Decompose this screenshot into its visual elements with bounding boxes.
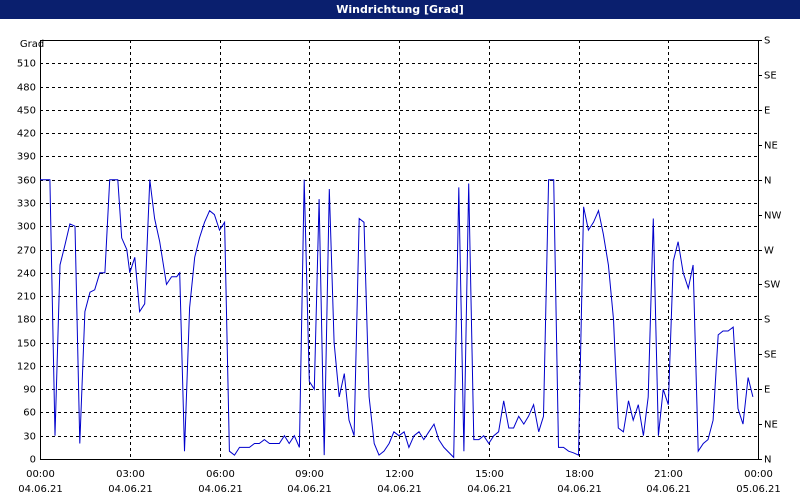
y2-tick-label: S [764, 315, 770, 326]
x-tick-label: 03:00 [116, 469, 145, 480]
y-tick-label: 120 [17, 362, 36, 373]
x-tick-label: 15:00 [475, 469, 504, 480]
x-tick-label: 18:00 [565, 469, 594, 480]
x-tick-date: 04.06.21 [18, 484, 63, 495]
y-axis-label: Grad [20, 39, 44, 50]
y-tick-label: 330 [17, 199, 36, 210]
x-tick-date: 04.06.21 [467, 484, 512, 495]
y2-tick-label: NW [764, 211, 781, 222]
y-tick-label: 210 [17, 292, 36, 303]
y2-tick-label: NE [764, 141, 778, 152]
y-tick-label: 60 [23, 408, 36, 419]
x-tick-date: 04.06.21 [108, 484, 153, 495]
y2-tick-label: S [764, 36, 770, 47]
x-tick-date: 04.06.21 [557, 484, 602, 495]
y2-tick-label: SW [764, 280, 780, 291]
y2-tick-label: N [764, 176, 771, 187]
y2-tick-label: W [764, 246, 774, 257]
plot-frame [40, 40, 759, 460]
y2-tick-label: E [764, 385, 770, 396]
y-tick-label: 450 [17, 106, 36, 117]
x-tick-date: 04.06.21 [198, 484, 243, 495]
x-tick-date: 05.06.21 [736, 484, 781, 495]
x-tick-date: 04.06.21 [287, 484, 332, 495]
y-tick-label: 30 [23, 432, 36, 443]
chart-title: Windrichtung [Grad] [336, 3, 464, 16]
x-tick-label: 00:00 [26, 469, 55, 480]
y-tick-label: 270 [17, 246, 36, 257]
x-tick-label: 09:00 [295, 469, 324, 480]
y-tick-label: 300 [17, 222, 36, 233]
y2-tick-label: E [764, 106, 770, 117]
y-tick-label: 240 [17, 269, 36, 280]
data-line [40, 179, 754, 459]
y2-tick-label: NE [764, 420, 778, 431]
x-tick-label: 06:00 [206, 469, 235, 480]
y-tick-label: 360 [17, 176, 36, 187]
x-tick-label: 21:00 [654, 469, 683, 480]
y-tick-label: 390 [17, 152, 36, 163]
y-tick-label: 150 [17, 339, 36, 350]
y2-tick-label: SE [764, 71, 777, 82]
x-tick-label: 12:00 [385, 469, 414, 480]
y-tick-label: 480 [17, 83, 36, 94]
y-tick-label: 0 [30, 455, 36, 466]
y-tick-label: 510 [17, 59, 36, 70]
y-tick-label: 180 [17, 315, 36, 326]
y-tick-label: 420 [17, 129, 36, 140]
y2-tick-label: SE [764, 350, 777, 361]
x-tick-label: 00:00 [744, 469, 773, 480]
title-bar [0, 0, 800, 19]
x-tick-date: 04.06.21 [646, 484, 691, 495]
x-tick-date: 04.06.21 [377, 484, 422, 495]
y-tick-label: 90 [23, 385, 36, 396]
y2-tick-label: N [764, 455, 771, 466]
